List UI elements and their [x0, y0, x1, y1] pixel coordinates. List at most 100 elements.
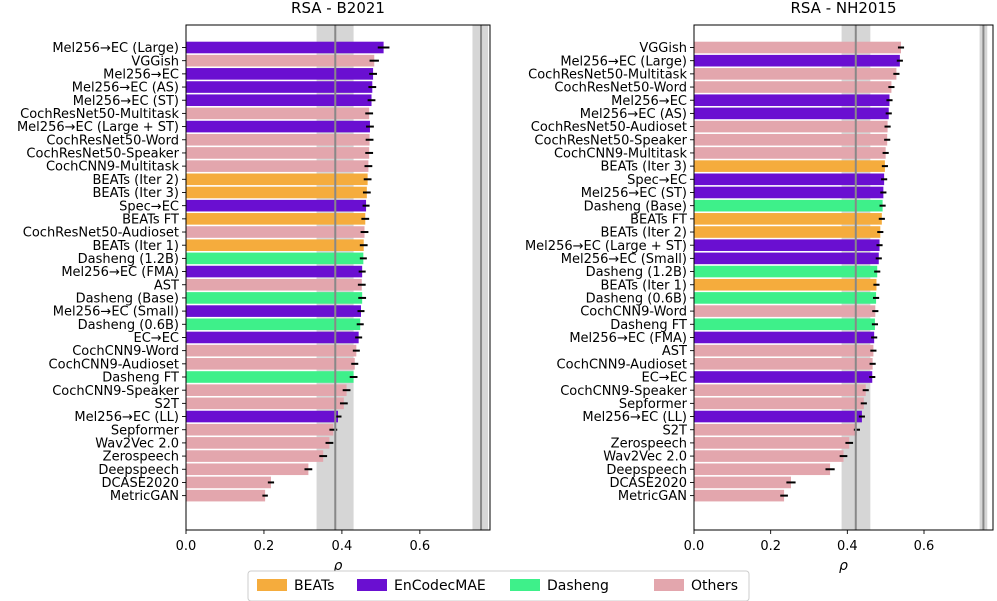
- bar-label: CochResNet50-Word: [46, 133, 179, 148]
- bar-label: BEATs (Iter 3): [600, 160, 687, 175]
- bar-label: S2T: [155, 397, 180, 412]
- bar: [694, 278, 877, 291]
- bar-label: Dasheng (1.2B): [78, 252, 179, 267]
- bar: [186, 397, 344, 410]
- bar: [694, 463, 831, 476]
- bar: [694, 133, 888, 146]
- bar: [186, 384, 347, 396]
- bar: [186, 318, 361, 331]
- bar: [186, 423, 334, 436]
- bar: [186, 133, 370, 146]
- bar-label: CochCNN9-Word: [580, 305, 687, 320]
- bar-label: CochCNN9-Audioset: [49, 357, 179, 372]
- bar-label: MetricGAN: [110, 489, 179, 504]
- bar: [186, 410, 338, 423]
- bar-label: DCASE2020: [101, 476, 179, 491]
- bar: [186, 292, 363, 304]
- bar: [694, 120, 888, 133]
- bar: [186, 278, 362, 291]
- bar-label: VGGish: [131, 54, 179, 69]
- bar: [694, 344, 874, 357]
- bar-label: Mel256→EC (ST): [73, 94, 179, 109]
- bar-label: Spec→EC: [627, 173, 687, 188]
- x-tick-label: 0.2: [254, 539, 275, 554]
- bar-label: BEATs FT: [630, 212, 687, 227]
- bar: [694, 410, 862, 423]
- bar-label: Mel256→EC (AS): [72, 81, 179, 96]
- bar: [186, 68, 374, 80]
- bar-label: Dasheng (1.2B): [586, 265, 687, 280]
- axes-frame: [185, 24, 491, 531]
- bar-label: CochResNet50-Audioset: [531, 120, 687, 135]
- bar-label: BEATs (Iter 1): [600, 278, 687, 293]
- bar: [186, 437, 330, 449]
- bar: [694, 371, 873, 383]
- bar-label: Mel256→EC (LL): [74, 410, 179, 425]
- bar: [694, 199, 883, 212]
- bar-label: EC→EC: [642, 371, 687, 386]
- bar: [694, 489, 785, 502]
- bar: [694, 331, 875, 344]
- bar: [186, 120, 370, 133]
- legend-swatch: [357, 579, 387, 591]
- axes-frame: [693, 24, 994, 531]
- bar-label: Mel256→EC (Small): [53, 305, 179, 320]
- bar: [186, 147, 370, 159]
- bar-label: Dasheng FT: [610, 318, 687, 333]
- bar-label: Wav2Vec 2.0: [95, 437, 179, 452]
- bar-label: S2T: [663, 423, 688, 438]
- legend-label: Dasheng: [547, 578, 609, 594]
- bar-label: CochResNet50-Speaker: [26, 147, 179, 162]
- bar-label: CochCNN9-Audioset: [557, 357, 687, 372]
- bar-label: BEATs (Iter 2): [600, 226, 687, 241]
- bar: [694, 94, 890, 107]
- bar: [186, 94, 372, 107]
- bar: [694, 107, 889, 120]
- bar-label: Mel256→EC (ST): [581, 186, 687, 201]
- x-tick-label: 0.6: [410, 539, 431, 554]
- bar: [694, 265, 878, 278]
- x-axis-label: ρ: [334, 558, 343, 574]
- bar-label: CochCNN9-Word: [72, 344, 179, 359]
- bar: [186, 371, 354, 383]
- bar-label: Dasheng (0.6B): [78, 318, 179, 333]
- bar: [694, 213, 882, 225]
- bar-label: MetricGAN: [618, 489, 687, 504]
- bar: [694, 160, 885, 172]
- bar: [694, 423, 857, 436]
- bar-label: Dasheng (Base): [76, 292, 179, 307]
- bar-label: Wav2Vec 2.0: [603, 450, 687, 465]
- bar-label: Deepspeech: [98, 463, 179, 478]
- bar-label: DCASE2020: [609, 476, 687, 491]
- bar: [694, 450, 844, 462]
- bar: [694, 358, 873, 370]
- bar: [186, 186, 367, 199]
- bar: [186, 239, 364, 251]
- bar: [694, 437, 850, 449]
- bar-label: Mel256→EC (FMA): [61, 265, 179, 280]
- bar-label: VGGish: [639, 41, 687, 56]
- bar: [186, 305, 361, 317]
- x-tick-label: 0.4: [837, 539, 858, 554]
- bar-label: BEATs FT: [122, 212, 179, 227]
- bar-label: CochCNN9-Speaker: [52, 384, 179, 399]
- bar: [186, 450, 324, 462]
- x-tick-label: 0.6: [914, 539, 935, 554]
- bar-label: CochResNet50-Audioset: [23, 226, 179, 241]
- bar-label: Sepformer: [111, 423, 180, 438]
- bar-label: CochCNN9-Multitask: [554, 147, 688, 162]
- chart-title: RSA - NH2015: [790, 0, 896, 17]
- bar: [186, 81, 373, 93]
- bar: [186, 173, 368, 186]
- bar: [694, 68, 897, 80]
- bar-label: EC→EC: [134, 331, 179, 346]
- bar-label: Zerospeech: [103, 450, 179, 465]
- bar: [694, 226, 881, 238]
- bar-label: Mel256→EC: [611, 94, 687, 109]
- legend-label: Others: [691, 578, 738, 594]
- bar-label: Mel256→EC (Small): [561, 252, 687, 267]
- bar-label: BEATs (Iter 3): [92, 186, 179, 201]
- bar-label: BEATs (Iter 2): [92, 173, 179, 188]
